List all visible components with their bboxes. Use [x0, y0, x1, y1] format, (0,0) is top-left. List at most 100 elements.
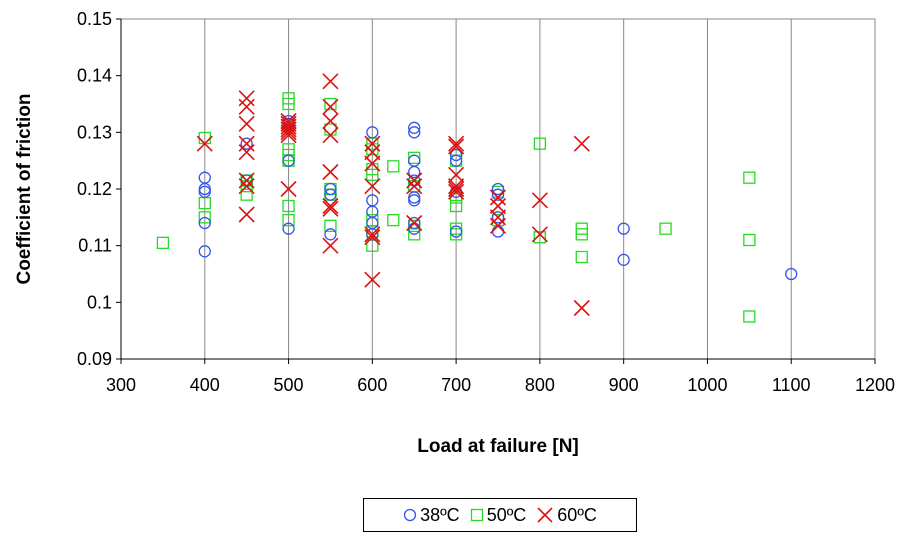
x-tick-label: 600 [357, 375, 387, 395]
data-point-square [282, 214, 295, 227]
data-point-square [491, 185, 505, 198]
data-point-x [322, 163, 339, 181]
axes: 300 400 500 600 700 800 900 1000 1100 1200 0.09 0.1… [77, 9, 895, 395]
data-point-circle [408, 154, 421, 167]
y-tick-label: 0.15 [77, 9, 112, 29]
y-tick-label: 0.12 [77, 179, 112, 199]
data-point-circle [785, 267, 798, 281]
data-point-x [364, 178, 381, 195]
data-point-x [406, 172, 423, 189]
data-point-x [238, 144, 255, 161]
legend: 38ºC 50ºC 60ºC [363, 498, 637, 532]
data-point-circle [282, 222, 295, 235]
legend-item-50c: 50ºC [470, 505, 526, 526]
legend-item-38c: 38ºC [403, 505, 460, 526]
data-point-x [238, 115, 255, 132]
square-marker-icon [470, 508, 483, 522]
data-point-x [531, 192, 548, 209]
data-point-x [406, 214, 423, 232]
y-tick-label: 0.1 [87, 292, 112, 312]
legend-label: 38ºC [420, 504, 460, 525]
data-point-x [322, 237, 339, 254]
scatter-chart: 300 400 500 600 700 800 900 1000 1100 1200 0.09 0.1… [14, 9, 895, 457]
data-point-x [238, 90, 255, 107]
data-point-square [387, 160, 400, 173]
circle-marker-icon [403, 508, 417, 522]
data-point-x [364, 229, 381, 246]
data-point-circle [449, 154, 463, 167]
data-point-x [238, 172, 255, 189]
y-tick-label: 0.13 [77, 122, 112, 142]
data-point-circle [617, 253, 630, 266]
data-point-square [282, 199, 295, 213]
data-point-circle [198, 171, 211, 184]
data-point-x [364, 226, 381, 243]
data-point-x [238, 178, 255, 195]
y-tick-label: 0.11 [78, 236, 112, 256]
data-point-circle [449, 225, 463, 238]
y-tick-label: 0.09 [77, 349, 112, 369]
data-point-circle [198, 245, 211, 258]
data-point-x [573, 135, 590, 152]
data-point-x [364, 135, 381, 152]
data-point-circle [617, 222, 630, 235]
x-marker-icon [537, 507, 553, 523]
x-axis-title: Load at failure [N] [417, 436, 579, 457]
x-tick-label: 700 [441, 375, 471, 395]
data-point-x [364, 144, 381, 161]
data-point-square [198, 211, 211, 224]
data-point-square [324, 97, 337, 111]
data-point-x [280, 121, 297, 138]
data-point-x [489, 189, 507, 206]
data-point-circle [366, 194, 379, 207]
data-point-x [448, 138, 465, 155]
data-point-square [743, 233, 756, 247]
x-tick-label: 1000 [687, 375, 727, 395]
data-point-circle [491, 188, 505, 201]
data-point-square [743, 310, 756, 323]
data-point-circle [366, 126, 379, 139]
data-point-x [489, 209, 507, 226]
data-point-square [575, 222, 588, 235]
data-point-x [322, 127, 339, 144]
data-point-square [449, 222, 463, 235]
data-point-x [280, 118, 297, 135]
data-point-circle [324, 228, 337, 241]
data-point-x [322, 112, 339, 130]
data-point-circle [324, 188, 337, 201]
legend-label: 60ºC [557, 504, 597, 525]
data-point-circle [198, 216, 211, 230]
data-point-x [489, 217, 507, 234]
data-point-x [364, 155, 381, 172]
data-point-x [448, 135, 465, 152]
data-point-circle [240, 137, 253, 150]
data-point-x [489, 197, 507, 215]
data-point-square [449, 199, 463, 213]
data-point-circle [408, 121, 421, 134]
data-point-x [280, 124, 297, 141]
data-point-circle [408, 194, 421, 207]
x-tick-label: 800 [525, 375, 555, 395]
data-point-square [743, 171, 756, 184]
data-point-x [322, 200, 339, 217]
data-point-square [156, 236, 170, 249]
data-point-x [448, 180, 465, 198]
data-point-x [280, 112, 297, 130]
data-point-circle [198, 185, 211, 198]
grid-lines [204, 19, 792, 359]
x-tick-label: 400 [190, 375, 220, 395]
y-tick-label: 0.14 [77, 66, 112, 86]
x-tick-label: 1200 [855, 375, 895, 395]
data-point-circle [408, 126, 421, 139]
data-point-circle [449, 148, 463, 162]
data-point-square [324, 219, 337, 232]
data-point-circle [491, 225, 505, 238]
data-point-x [238, 98, 255, 115]
data-point-x [448, 166, 465, 183]
data-point-square [408, 219, 421, 232]
x-tick-label: 300 [106, 375, 136, 395]
data-point-x [448, 183, 465, 200]
data-point-circle [491, 211, 505, 224]
data-point-square [282, 92, 295, 105]
data-point-circle [282, 154, 295, 167]
